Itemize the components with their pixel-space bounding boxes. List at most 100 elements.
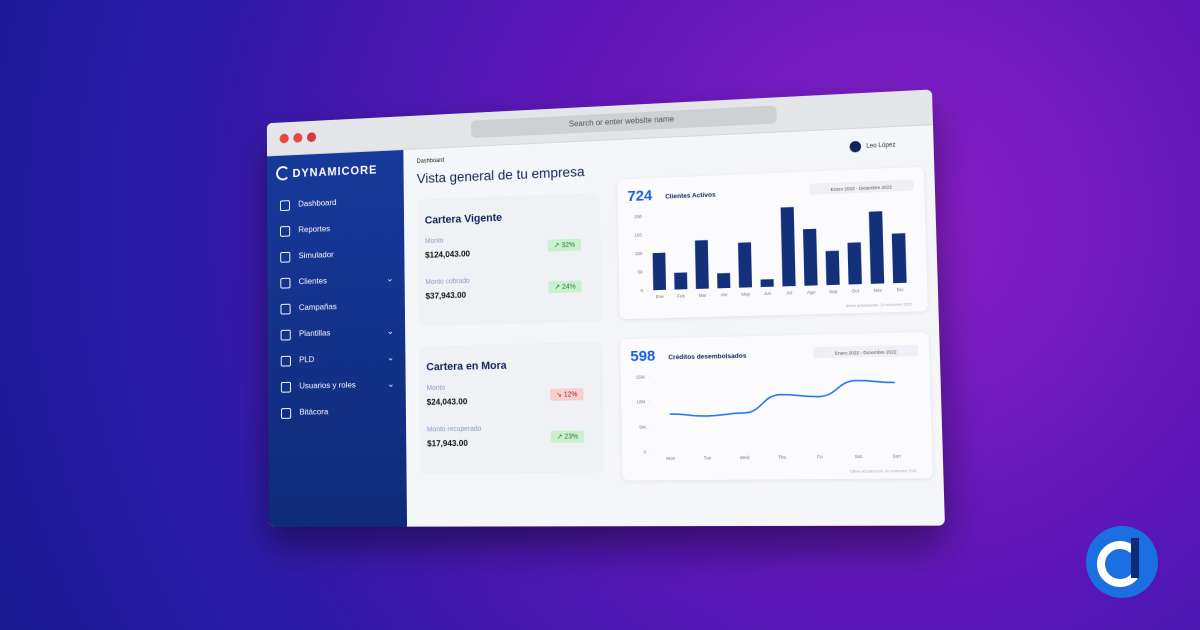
bar: [780, 206, 796, 287]
bar: [694, 240, 709, 289]
close-button[interactable]: [279, 133, 289, 144]
minimize-button[interactable]: [293, 132, 303, 143]
chevron: ⌄: [386, 273, 394, 284]
x-tick-label: Oct: [852, 288, 860, 294]
address-bar[interactable]: Search or enter website name: [471, 105, 777, 139]
change-value: 23%: [564, 433, 579, 441]
metric: Monto $124,043.00 ↗ 32%: [425, 232, 591, 277]
nav-label: Bitácora: [299, 406, 329, 417]
nav-item[interactable]: Usuarios y roles ⌄: [268, 371, 406, 400]
change-value: 24%: [562, 283, 576, 291]
y-tick-label: 100: [635, 251, 643, 256]
nav-label: Plantillas: [298, 327, 331, 339]
brand: DYNAMICORE: [267, 150, 404, 192]
maximize-button[interactable]: [306, 132, 317, 143]
chevron: ⌄: [386, 326, 394, 337]
card-title: Cartera en Mora: [426, 359, 507, 374]
bar: [847, 242, 862, 285]
x-tick-label: Sep: [829, 289, 838, 295]
nav-item[interactable]: PLD ⌄: [268, 344, 406, 373]
chart-footnote: Última actualización: 24 noviembre 2022: [846, 301, 912, 308]
x-tick-label: May: [741, 291, 751, 297]
metric: Monto cobrado $37,943.00 ↗ 24%: [425, 274, 592, 318]
bar: [803, 228, 818, 286]
x-tick-label: Sat: [855, 454, 863, 459]
x-tick-label: Mar: [699, 293, 708, 298]
change-badge: ↗ 24%: [548, 280, 582, 294]
chevron: ⌄: [386, 352, 395, 363]
chart-footnote: Última actualización: 24 noviembre 2022: [850, 468, 917, 474]
x-tick-label: Dic: [897, 287, 905, 293]
y-tick-label: 150: [635, 232, 643, 237]
bar: [717, 272, 731, 289]
chart-total: 724: [627, 188, 652, 205]
bar: [825, 250, 840, 286]
bar: [674, 272, 688, 290]
browser-window: Search or enter website name DYNAMICORE …: [266, 89, 945, 527]
date-range: Enero 2022 - Diciembre 2022: [831, 184, 893, 192]
summary-card: Cartera en Mora Monto $24,043.00 ↘ 12% Monto…: [418, 341, 605, 475]
bar: [652, 252, 667, 291]
y-tick-label: 200: [634, 214, 642, 219]
x-tick-label: Nov: [873, 287, 882, 293]
chart: 598 Créditos desembolsados Enero 2022 - Di…: [630, 344, 919, 474]
y-tick-label: 15M: [636, 374, 645, 379]
date-picker: [809, 179, 914, 195]
date-range: Enero 2022 - Diciembre 2022: [835, 349, 898, 356]
trend-arrow: ↘: [556, 391, 564, 399]
card-title: Cartera Vigente: [424, 211, 503, 227]
breadcrumb: Dashboard: [416, 157, 445, 165]
nav-label: PLD: [299, 354, 315, 365]
bar: [738, 242, 753, 288]
nav-item[interactable]: Bitácora: [268, 397, 406, 426]
page-title: Vista general de tu empresa: [416, 163, 585, 187]
x-tick-label: Feb: [677, 293, 685, 298]
nav-label: Dashboard: [298, 197, 337, 209]
main: Dashboard Vista general de tu empresa Le…: [403, 125, 945, 526]
y-tick-label: 0: [644, 449, 647, 454]
bar: [760, 279, 774, 288]
nav-label: Clientes: [298, 275, 327, 287]
summary-card: Cartera Vigente Monto $124,043.00 ↗ 32% Mont…: [416, 192, 602, 327]
bar: [868, 211, 885, 284]
nav-label: Simulador: [298, 249, 334, 261]
x-tick-label: Tue: [704, 455, 712, 460]
bar: [891, 233, 907, 284]
logo: [1086, 526, 1158, 598]
trend-arrow: ↗: [553, 242, 562, 250]
metric: Monto recuperado $17,943.00 ↗ 23%: [427, 424, 595, 466]
sidebar: DYNAMICORE Dashboard Reportes Simulador Cli…: [267, 150, 408, 527]
change-value: 32%: [561, 241, 576, 250]
metric: Monto $24,043.00 ↘ 12%: [427, 382, 594, 425]
change-value: 12%: [563, 391, 578, 399]
trend-arrow: ↗: [554, 283, 563, 292]
user-name[interactable]: Leo López: [849, 139, 896, 152]
logo-bar: [1131, 538, 1139, 578]
change-badge: ↗ 32%: [547, 238, 582, 252]
nav-label: Usuarios y roles: [299, 379, 356, 391]
x-tick-label: Mon: [666, 456, 676, 461]
x-tick-label: Thu: [778, 454, 787, 459]
change-badge: ↗ 23%: [550, 430, 585, 443]
nav-item[interactable]: Campañas: [268, 292, 405, 322]
nav-label: Campañas: [298, 301, 337, 313]
line: [669, 380, 895, 417]
nav-item[interactable]: Plantillas ⌄: [268, 318, 405, 348]
x-tick-label: Ene: [656, 294, 665, 299]
chart-total: 598: [630, 348, 655, 365]
trend-arrow: ↗: [556, 433, 565, 441]
chart-card: 598 Créditos desembolsados Enero 2022 - Di…: [620, 331, 933, 481]
change-badge: ↘ 12%: [550, 388, 584, 401]
nav-list: Dashboard Reportes Simulador Clientes ⌄ Campa…: [267, 187, 406, 426]
nav-item[interactable]: Clientes ⌄: [268, 265, 405, 295]
x-tick-label: Jun: [764, 291, 772, 296]
y-tick-label: 50: [638, 269, 644, 274]
x-tick-label: Wed: [740, 455, 750, 460]
y-tick-label: 5M: [639, 424, 646, 429]
charts: 724 Clientes Activos Enero 2022 - Diciembr…: [403, 125, 933, 481]
x-tick-label: Sun: [892, 453, 901, 458]
x-tick-label: Fri: [817, 454, 823, 459]
x-tick-label: Abr: [720, 292, 728, 297]
y-tick-label: 0: [641, 288, 644, 293]
